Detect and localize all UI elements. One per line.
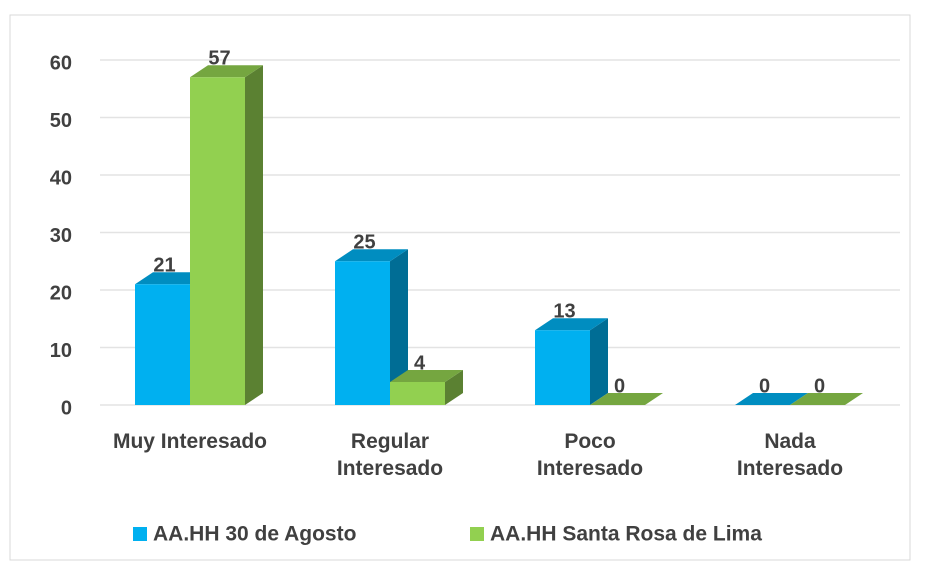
bar-front [335, 261, 390, 405]
bar-top [135, 272, 208, 285]
y-tick-label: 50 [50, 110, 72, 132]
x-tick-label: Muy Interesado [112, 430, 268, 453]
legend-swatch [470, 527, 484, 541]
value-label: 0 [759, 375, 770, 397]
bar-front [190, 77, 245, 405]
bar-side [245, 65, 263, 405]
y-tick-label: 60 [50, 52, 72, 74]
legend-label: AA.HH 30 de Agosto [153, 523, 356, 546]
y-tick-label: 20 [50, 282, 72, 304]
bar-side [590, 318, 608, 405]
bar-top [590, 393, 663, 405]
bar [390, 370, 463, 405]
bar-top [535, 318, 608, 331]
y-tick-label: 10 [50, 340, 72, 362]
chart-frame [9, 14, 911, 561]
bar [190, 65, 263, 405]
bar-side [445, 370, 463, 405]
bar-top [335, 249, 408, 262]
legend-label: AA.HH Santa Rosa de Lima [490, 523, 762, 546]
value-label: 0 [814, 375, 825, 397]
bar-front [535, 330, 590, 405]
legend-swatch [133, 527, 147, 541]
bar [790, 393, 863, 405]
bar-top [790, 393, 863, 405]
value-label: 57 [208, 48, 230, 70]
bar-top [390, 370, 463, 382]
value-label: 0 [614, 375, 625, 397]
y-tick-label: 30 [50, 225, 72, 247]
bar-side [390, 249, 408, 405]
x-tick-label: Regular Interesado [336, 430, 444, 480]
value-label: 25 [353, 232, 375, 254]
y-tick-label: 0 [61, 397, 72, 419]
bar-front [135, 284, 190, 405]
value-label: 4 [414, 352, 426, 374]
bar [735, 393, 808, 405]
bar-top [190, 65, 263, 78]
bar [535, 318, 608, 405]
y-tick-label: 40 [50, 167, 72, 189]
bar-front [390, 382, 445, 405]
bar [335, 249, 408, 405]
bar [590, 393, 663, 405]
value-label: 21 [153, 255, 175, 277]
bar-top [735, 393, 808, 405]
x-tick-label: Poco Interesado [536, 430, 644, 480]
value-label: 13 [553, 301, 575, 323]
x-tick-label: Nada Interesado [736, 430, 844, 480]
